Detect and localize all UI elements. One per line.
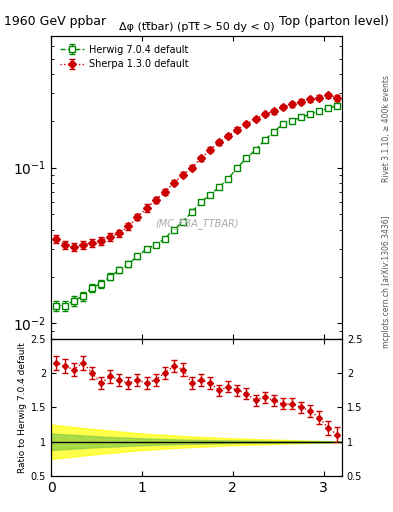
Title: Δφ (tt̅bar) (pTt̅ > 50 dy < 0): Δφ (tt̅bar) (pTt̅ > 50 dy < 0) [119, 23, 274, 32]
Text: mcplots.cern.ch [arXiv:1306.3436]: mcplots.cern.ch [arXiv:1306.3436] [382, 215, 391, 348]
Text: Rivet 3.1.10, ≥ 400k events: Rivet 3.1.10, ≥ 400k events [382, 75, 391, 181]
Text: Top (parton level): Top (parton level) [279, 15, 389, 28]
Text: 1960 GeV ppbar: 1960 GeV ppbar [4, 15, 106, 28]
Text: (MC_FBA_TTBAR): (MC_FBA_TTBAR) [155, 218, 238, 229]
Legend: Herwig 7.0.4 default, Sherpa 1.3.0 default: Herwig 7.0.4 default, Sherpa 1.3.0 defau… [56, 40, 193, 73]
Y-axis label: Ratio to Herwig 7.0.4 default: Ratio to Herwig 7.0.4 default [18, 342, 27, 473]
